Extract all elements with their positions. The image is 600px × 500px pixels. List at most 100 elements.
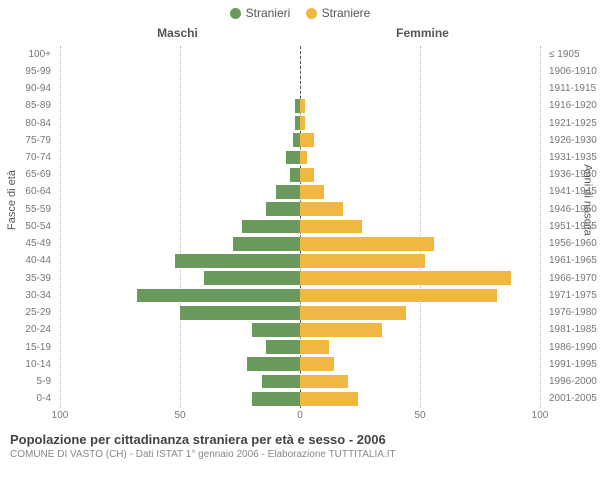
y-label-age: 85-89 <box>0 97 55 114</box>
bar-male <box>252 323 300 337</box>
bar-row <box>60 373 540 390</box>
col-header-male: Maschi <box>0 26 300 40</box>
y-label-age: 65-69 <box>0 166 55 183</box>
bar-female <box>300 340 329 354</box>
y-label-birth: 1916-1920 <box>545 97 600 114</box>
legend: Stranieri Straniere <box>0 0 600 22</box>
bar-female <box>300 151 307 165</box>
bar-female <box>300 168 314 182</box>
bar-female <box>300 185 324 199</box>
y-label-age: 70-74 <box>0 149 55 166</box>
y-label-birth: 1946-1950 <box>545 201 600 218</box>
column-headers: Maschi Femmine <box>0 26 600 40</box>
y-label-age: 50-54 <box>0 218 55 235</box>
bar-row <box>60 132 540 149</box>
bar-female <box>300 323 382 337</box>
chart-subtitle: COMUNE DI VASTO (CH) - Dati ISTAT 1° gen… <box>10 449 590 460</box>
bar-row <box>60 356 540 373</box>
y-axis-right: ≤ 19051906-19101911-19151916-19201921-19… <box>545 46 600 408</box>
bar-male <box>293 133 300 147</box>
bar-male <box>252 392 300 406</box>
y-label-birth: 1976-1980 <box>545 304 600 321</box>
y-label-age: 95-99 <box>0 63 55 80</box>
bar-row <box>60 338 540 355</box>
legend-female: Straniere <box>306 6 371 20</box>
y-label-birth: 1981-1985 <box>545 321 600 338</box>
bar-male <box>290 168 300 182</box>
bar-male <box>266 340 300 354</box>
bar-male <box>276 185 300 199</box>
y-label-birth: ≤ 1905 <box>545 46 600 63</box>
y-label-birth: 1956-1960 <box>545 235 600 252</box>
y-label-birth: 1951-1955 <box>545 218 600 235</box>
x-tick: 0 <box>297 410 303 421</box>
y-label-age: 60-64 <box>0 183 55 200</box>
y-label-birth: 1921-1925 <box>545 114 600 131</box>
footer: Popolazione per cittadinanza straniera p… <box>0 426 600 460</box>
bar-row <box>60 201 540 218</box>
bar-row <box>60 183 540 200</box>
y-label-birth: 2001-2005 <box>545 390 600 407</box>
bar-row <box>60 321 540 338</box>
y-label-age: 30-34 <box>0 287 55 304</box>
legend-male-label: Stranieri <box>246 6 291 20</box>
y-label-age: 15-19 <box>0 338 55 355</box>
col-header-female: Femmine <box>300 26 600 40</box>
bar-row <box>60 149 540 166</box>
y-label-birth: 1966-1970 <box>545 270 600 287</box>
bar-male <box>242 220 300 234</box>
bar-male <box>180 306 300 320</box>
y-label-birth: 1996-2000 <box>545 373 600 390</box>
bar-male <box>204 271 300 285</box>
plot-area: 100+95-9990-9485-8980-8475-7970-7465-696… <box>60 46 540 426</box>
bar-male <box>262 375 300 389</box>
y-label-birth: 1906-1910 <box>545 63 600 80</box>
y-label-age: 0-4 <box>0 390 55 407</box>
bar-row <box>60 63 540 80</box>
x-tick: 100 <box>532 410 549 421</box>
y-label-age: 5-9 <box>0 373 55 390</box>
bar-female <box>300 116 305 130</box>
y-label-birth: 1986-1990 <box>545 338 600 355</box>
bar-female <box>300 237 434 251</box>
x-tick: 50 <box>414 410 425 421</box>
y-label-birth: 1936-1940 <box>545 166 600 183</box>
bar-row <box>60 390 540 407</box>
bar-female <box>300 202 343 216</box>
y-label-age: 90-94 <box>0 80 55 97</box>
y-label-birth: 1991-1995 <box>545 356 600 373</box>
bar-row <box>60 97 540 114</box>
y-label-birth: 1926-1930 <box>545 132 600 149</box>
circle-icon <box>230 8 241 19</box>
bar-female <box>300 133 314 147</box>
bar-male <box>175 254 300 268</box>
bar-row <box>60 235 540 252</box>
gridline <box>540 46 541 408</box>
bar-row <box>60 114 540 131</box>
y-label-age: 55-59 <box>0 201 55 218</box>
y-label-age: 100+ <box>0 46 55 63</box>
bar-row <box>60 252 540 269</box>
legend-female-label: Straniere <box>322 6 371 20</box>
y-label-birth: 1961-1965 <box>545 252 600 269</box>
y-label-age: 35-39 <box>0 270 55 287</box>
y-label-birth: 1931-1935 <box>545 149 600 166</box>
bar-row <box>60 80 540 97</box>
bar-female <box>300 289 497 303</box>
bar-female <box>300 392 358 406</box>
bar-row <box>60 46 540 63</box>
chart-title: Popolazione per cittadinanza straniera p… <box>10 432 590 447</box>
x-tick: 50 <box>174 410 185 421</box>
bar-female <box>300 99 305 113</box>
x-tick: 100 <box>52 410 69 421</box>
y-label-age: 25-29 <box>0 304 55 321</box>
y-label-age: 20-24 <box>0 321 55 338</box>
bar-row <box>60 270 540 287</box>
bar-male <box>233 237 300 251</box>
pyramid-chart: Stranieri Straniere Maschi Femmine Fasce… <box>0 0 600 500</box>
bar-female <box>300 306 406 320</box>
bar-rows <box>60 46 540 408</box>
bar-male <box>137 289 300 303</box>
bar-row <box>60 166 540 183</box>
x-axis: 10050050100 <box>60 410 540 426</box>
